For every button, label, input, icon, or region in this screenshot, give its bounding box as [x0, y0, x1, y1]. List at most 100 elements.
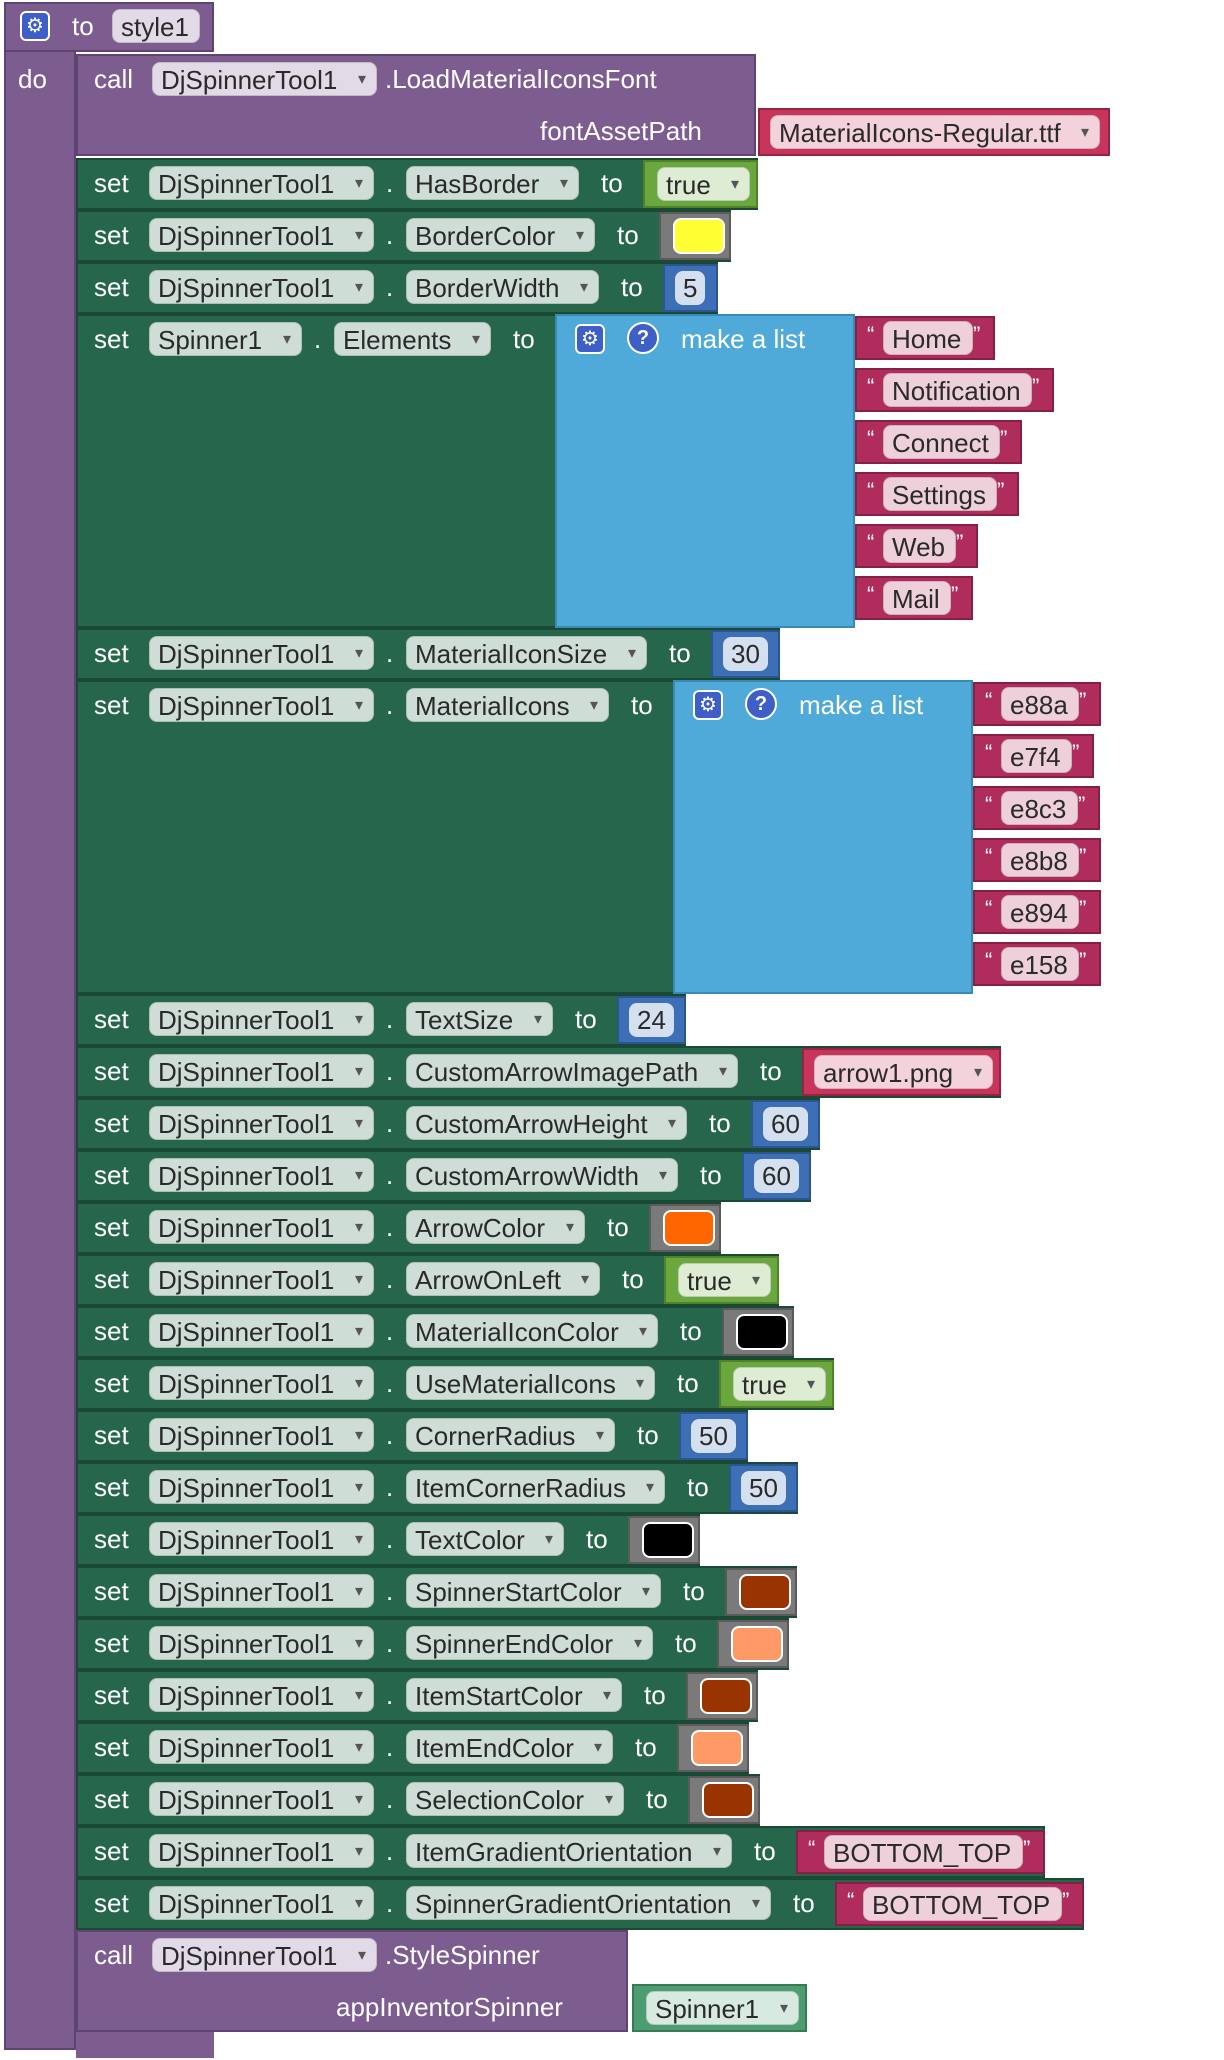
set-has-border-component-dropdown[interactable]: DjSpinnerTool1 ▾	[149, 166, 374, 200]
set-arrow-color-property-dropdown[interactable]: ArrowColor ▾	[406, 1210, 585, 1244]
set-custom-arrow-image-path-property-dropdown[interactable]: CustomArrowImagePath ▾	[406, 1054, 738, 1088]
set-material-icons-item-5-value[interactable]: e158	[1001, 947, 1079, 981]
set-material-icon-color-color-swatch[interactable]	[736, 1314, 788, 1350]
set-custom-arrow-height-property-dropdown[interactable]: CustomArrowHeight ▾	[406, 1106, 687, 1140]
set-item-start-color-color-swatch[interactable]	[700, 1678, 752, 1714]
set-custom-arrow-width-component-dropdown[interactable]: DjSpinnerTool1 ▾	[149, 1158, 374, 1192]
set-spinner-gradient-orientation-text-block-value[interactable]: BOTTOM_TOP	[863, 1887, 1062, 1921]
font-asset-dropdown[interactable]: MaterialIcons-Regular.ttf ▾	[770, 115, 1100, 149]
set-spinner-end-color-property-dropdown[interactable]: SpinnerEndColor ▾	[406, 1626, 653, 1660]
set-has-border-bool-dropdown[interactable]: true ▾	[657, 167, 750, 201]
set-item-end-color-property-dropdown[interactable]: ItemEndColor ▾	[406, 1730, 613, 1764]
set-item-start-color-property-dropdown[interactable]: ItemStartColor ▾	[406, 1678, 622, 1712]
set-has-border-property-dropdown[interactable]: HasBorder ▾	[406, 166, 579, 200]
set-text-size-property-dropdown[interactable]: TextSize ▾	[406, 1002, 553, 1036]
set-corner-radius-component-dropdown[interactable]: DjSpinnerTool1 ▾	[149, 1418, 374, 1452]
set-use-material-icons-property-dropdown[interactable]: UseMaterialIcons ▾	[406, 1366, 655, 1400]
set-material-icons-property-dropdown[interactable]: MaterialIcons ▾	[406, 688, 609, 722]
set-custom-arrow-image-path-asset-dropdown[interactable]: arrow1.png ▾	[814, 1055, 993, 1089]
set-border-width-component-dropdown[interactable]: DjSpinnerTool1 ▾	[149, 270, 374, 304]
set-material-icons-component-dropdown[interactable]: DjSpinnerTool1 ▾	[149, 688, 374, 722]
set-spinner-end-color-color-swatch[interactable]	[731, 1626, 783, 1662]
set-elements-property-dropdown[interactable]: Elements ▾	[334, 322, 491, 356]
set-arrow-color-component-dropdown[interactable]: DjSpinnerTool1 ▾	[149, 1210, 374, 1244]
set-material-icon-size-property-dropdown[interactable]: MaterialIconSize ▾	[406, 636, 647, 670]
question-icon[interactable]: ?	[745, 688, 777, 720]
set-material-icons-item-1-value[interactable]: e7f4	[1001, 739, 1072, 773]
set-spinner-end-color-component-dropdown[interactable]: DjSpinnerTool1 ▾	[149, 1626, 374, 1660]
set-elements-item-1-value[interactable]: Notification	[883, 373, 1032, 407]
set-material-icon-color-component-dropdown[interactable]: DjSpinnerTool1 ▾	[149, 1314, 374, 1348]
set-elements-item-2-value[interactable]: Connect	[883, 425, 1000, 459]
load-font-component-dropdown[interactable]: DjSpinnerTool1 ▾	[152, 62, 377, 96]
set-spinner-gradient-orientation-property-dropdown[interactable]: SpinnerGradientOrientation ▾	[406, 1886, 771, 1920]
set-use-material-icons-component-dropdown[interactable]: DjSpinnerTool1 ▾	[149, 1366, 374, 1400]
set-item-gradient-orientation-property-dropdown[interactable]: ItemGradientOrientation ▾	[406, 1834, 732, 1868]
set-custom-arrow-image-path-component-dropdown[interactable]: DjSpinnerTool1 ▾	[149, 1054, 374, 1088]
set-custom-arrow-width-property-dropdown[interactable]: CustomArrowWidth ▾	[406, 1158, 678, 1192]
set-spinner-start-color-color-swatch[interactable]	[739, 1574, 791, 1610]
set-material-icon-size-number-value[interactable]: 30	[723, 637, 768, 671]
set-item-end-color-component-dropdown[interactable]: DjSpinnerTool1 ▾	[149, 1730, 374, 1764]
style-spinner-component-dropdown[interactable]: DjSpinnerTool1 ▾	[152, 1938, 377, 1972]
set-material-icon-color-property-dropdown[interactable]: MaterialIconColor ▾	[406, 1314, 658, 1348]
set-elements-item-3-value[interactable]: Settings	[883, 477, 997, 511]
set-elements-block[interactable]	[76, 314, 565, 628]
set-border-width-number-value[interactable]: 5	[675, 271, 706, 305]
set-arrow-on-left-bool-dropdown[interactable]: true ▾	[678, 1263, 771, 1297]
set-item-start-color-component-dropdown[interactable]: DjSpinnerTool1 ▾	[149, 1678, 374, 1712]
set-text-size-component-dropdown[interactable]: DjSpinnerTool1 ▾	[149, 1002, 374, 1036]
set-item-corner-radius-component-dropdown[interactable]: DjSpinnerTool1 ▾	[149, 1470, 374, 1504]
set-material-icons-item-3-value[interactable]: e8b8	[1001, 843, 1079, 877]
set-item-corner-radius-property-dropdown[interactable]: ItemCornerRadius ▾	[406, 1470, 665, 1504]
question-icon[interactable]: ?	[627, 322, 659, 354]
set-elements-make-a-list-block[interactable]	[555, 314, 855, 628]
list-mutator-gear-icon[interactable]: ⚙	[693, 690, 723, 720]
set-arrow-on-left-property-dropdown[interactable]: ArrowOnLeft ▾	[406, 1262, 600, 1296]
set-spinner-start-color-component-dropdown[interactable]: DjSpinnerTool1 ▾	[149, 1574, 374, 1608]
set-border-width-property-dropdown[interactable]: BorderWidth ▾	[406, 270, 599, 304]
set-spinner-start-color-property-dropdown[interactable]: SpinnerStartColor ▾	[406, 1574, 661, 1608]
spinner1-component-dropdown[interactable]: Spinner1 ▾	[646, 1991, 799, 2025]
set-text-size-number-value[interactable]: 24	[629, 1003, 674, 1037]
set-spinner-gradient-orientation-component-dropdown[interactable]: DjSpinnerTool1 ▾	[149, 1886, 374, 1920]
set-arrow-on-left-component-dropdown[interactable]: DjSpinnerTool1 ▾	[149, 1262, 374, 1296]
set-material-icons-make-a-list-block[interactable]	[673, 680, 973, 994]
set-item-corner-radius-number-value[interactable]: 50	[741, 1471, 786, 1505]
set-arrow-color-color-swatch[interactable]	[663, 1210, 715, 1246]
property-dot: .	[314, 324, 322, 354]
set-material-icon-size-component-dropdown[interactable]: DjSpinnerTool1 ▾	[149, 636, 374, 670]
procedure-gear-icon[interactable]: ⚙	[20, 11, 50, 41]
set-border-color-property-dropdown[interactable]: BorderColor ▾	[406, 218, 595, 252]
set-border-color-color-swatch[interactable]	[673, 218, 725, 254]
set-text-color-component-dropdown[interactable]: DjSpinnerTool1 ▾	[149, 1522, 374, 1556]
set-material-icons-block[interactable]	[76, 680, 683, 994]
set-use-material-icons-bool-dropdown[interactable]: true ▾	[733, 1367, 826, 1401]
set-text-color-color-swatch[interactable]	[642, 1522, 694, 1558]
set-selection-color-color-swatch[interactable]	[702, 1782, 754, 1818]
set-selection-color-component-dropdown[interactable]: DjSpinnerTool1 ▾	[149, 1782, 374, 1816]
procedure-name[interactable]: style1	[112, 9, 200, 43]
set-item-gradient-orientation-component-dropdown[interactable]: DjSpinnerTool1 ▾	[149, 1834, 374, 1868]
set-corner-radius-property-dropdown[interactable]: CornerRadius ▾	[406, 1418, 615, 1452]
set-material-icons-item-2-value[interactable]: e8c3	[1001, 791, 1078, 825]
set-custom-arrow-height-number-value[interactable]: 60	[763, 1107, 808, 1141]
set-elements-item-5-value[interactable]: Mail	[883, 581, 951, 615]
set-elements-item-0-value[interactable]: Home	[883, 321, 973, 355]
set-item-end-color-color-swatch[interactable]	[691, 1730, 743, 1766]
set-elements-item-4-value[interactable]: Web	[883, 529, 956, 563]
list-mutator-gear-icon[interactable]: ⚙	[575, 324, 605, 354]
set-text-color-property-dropdown[interactable]: TextColor ▾	[406, 1522, 564, 1556]
set-selection-color-property-dropdown[interactable]: SelectionColor ▾	[406, 1782, 624, 1816]
set-custom-arrow-width-number-value[interactable]: 60	[754, 1159, 799, 1193]
set-border-color-component-dropdown[interactable]: DjSpinnerTool1 ▾	[149, 218, 374, 252]
call-load-material-icons-font[interactable]	[76, 54, 756, 156]
set-item-gradient-orientation-text-block-value[interactable]: BOTTOM_TOP	[824, 1835, 1023, 1869]
set-material-icons-item-4-value[interactable]: e894	[1001, 895, 1079, 929]
set-custom-arrow-height-component-dropdown[interactable]: DjSpinnerTool1 ▾	[149, 1106, 374, 1140]
to-keyword: to	[680, 1316, 702, 1346]
set-corner-radius-number-value[interactable]: 50	[691, 1419, 736, 1453]
set-elements-component-dropdown[interactable]: Spinner1 ▾	[149, 322, 302, 356]
set-material-icons-item-0-value[interactable]: e88a	[1001, 687, 1079, 721]
